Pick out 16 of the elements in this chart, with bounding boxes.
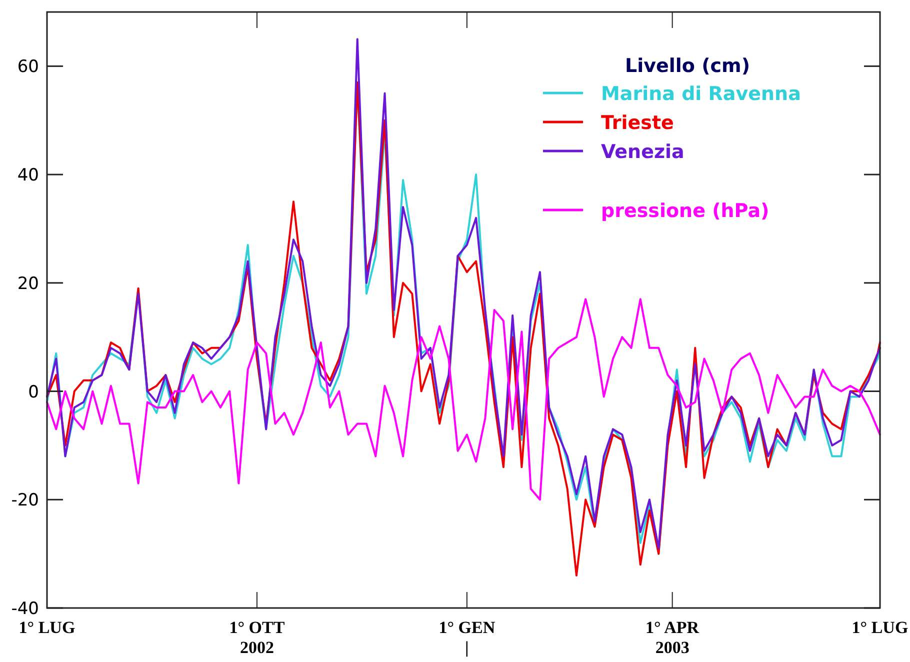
legend-label: Marina di Ravenna (601, 83, 801, 105)
y-tick-label: -40 (11, 599, 39, 619)
y-tick-label: 20 (17, 274, 39, 294)
x-tick-label: 1° APR 2003 (646, 618, 700, 657)
x-tick-label: 1° LUG (18, 618, 76, 637)
y-tick-label: 60 (17, 57, 39, 78)
legend-label: Venezia (601, 141, 684, 163)
y-tick-label: 0 (28, 382, 39, 402)
y-tick-label: -20 (11, 490, 39, 511)
x-tick-label: 1° OTT 2002 (229, 618, 286, 657)
x-tick-label: 1° GEN | (438, 618, 496, 657)
y-tick-label: 40 (17, 166, 39, 186)
legend-label: Trieste (601, 112, 674, 134)
legend-title: Livello (cm) (625, 55, 750, 77)
x-tick-label: 1° LUG (852, 618, 908, 637)
legend-label: pressione (hPa) (601, 200, 770, 222)
